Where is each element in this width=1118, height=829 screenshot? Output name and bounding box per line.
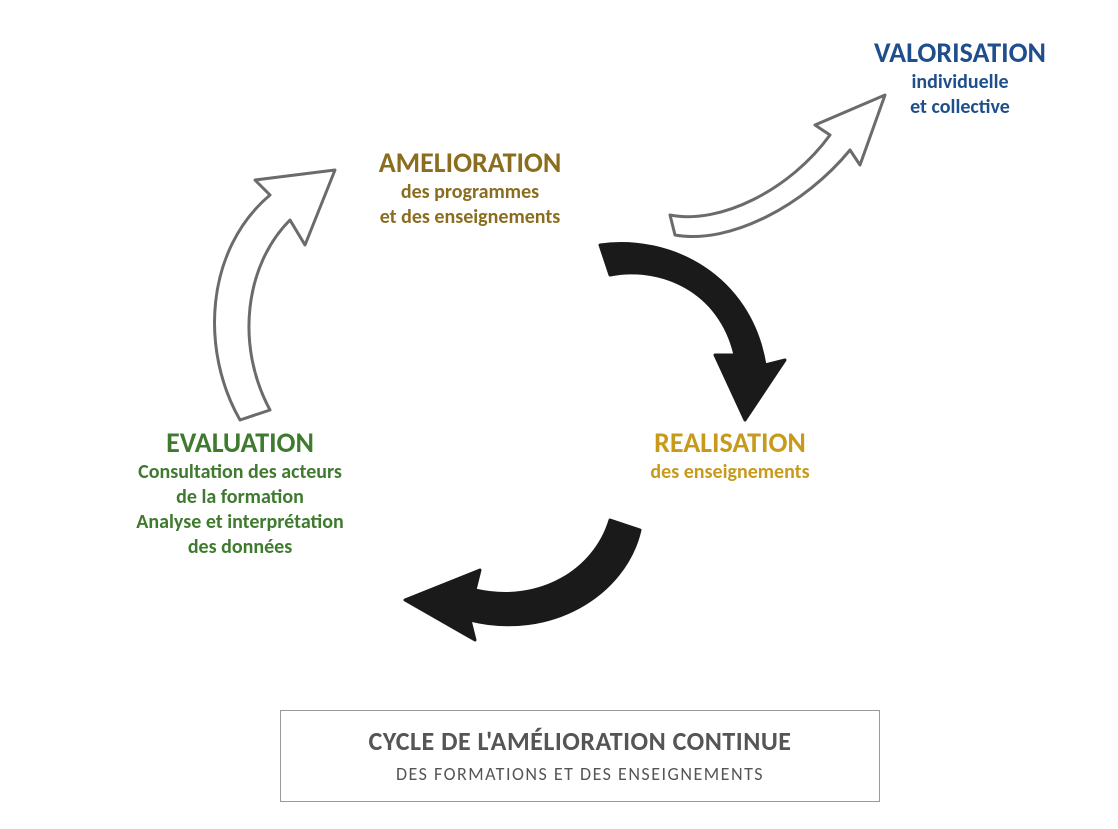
arrow-evaluation-to-amelioration: [195, 160, 375, 440]
arrow-amelioration-to-valorisation: [660, 80, 890, 230]
caption-line1: CYCLE DE L'AMÉLIORATION CONTINUE: [311, 725, 849, 757]
arrow-path: [600, 244, 785, 421]
arrow-path: [215, 170, 335, 420]
evaluation-sub4: des données: [60, 535, 420, 560]
evaluation-sub3: Analyse et interprétation: [60, 510, 420, 535]
evaluation-sub2: de la formation: [60, 485, 420, 510]
arrow-path: [670, 95, 885, 237]
node-evaluation: EVALUATION Consultation des acteurs de l…: [60, 425, 420, 560]
arrow-amelioration-to-realisation: [580, 225, 800, 445]
realisation-sub1: des enseignements: [580, 460, 880, 485]
arrow-realisation-to-evaluation: [400, 500, 660, 670]
valorisation-title: VALORISATION: [830, 35, 1090, 70]
caption-box: CYCLE DE L'AMÉLIORATION CONTINUE DES FOR…: [280, 710, 880, 802]
arrow-path: [405, 520, 640, 640]
evaluation-sub1: Consultation des acteurs: [60, 460, 420, 485]
caption-line2: DES FORMATIONS ET DES ENSEIGNEMENTS: [311, 763, 849, 785]
